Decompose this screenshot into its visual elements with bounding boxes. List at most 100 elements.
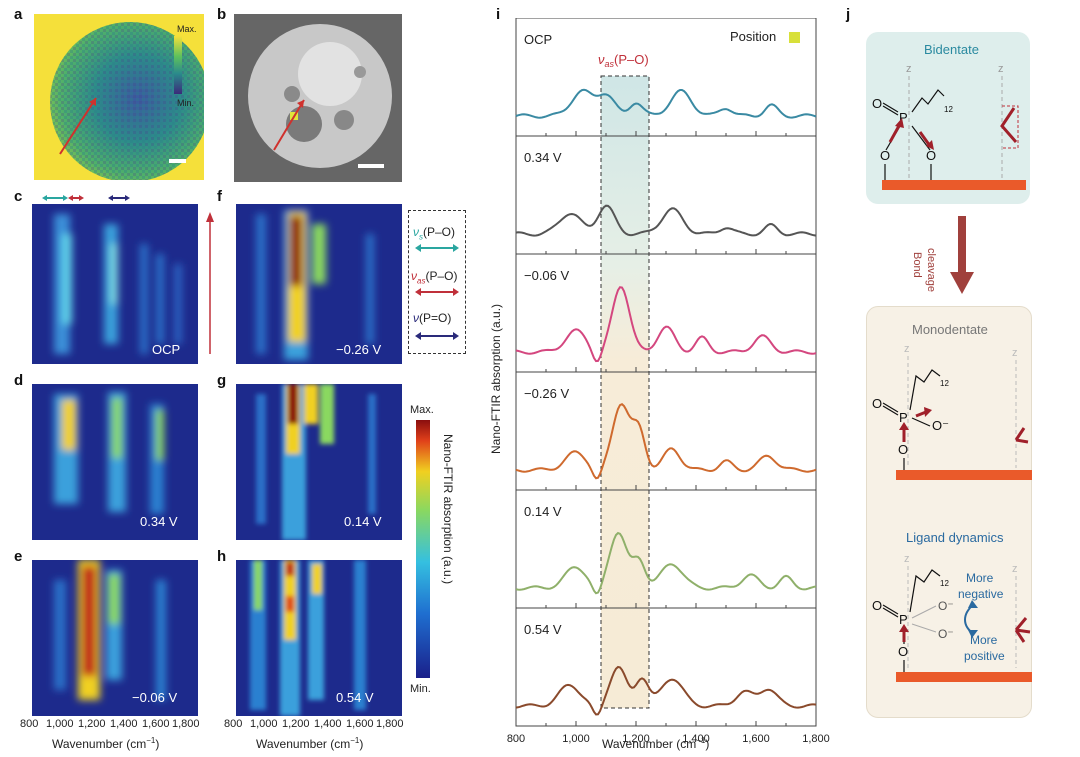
panel-letter-a: a bbox=[14, 6, 23, 23]
tick-800-left: 800 bbox=[20, 718, 39, 730]
panel-a-colorbar-min: Min. bbox=[177, 98, 194, 108]
heatmap-d: 0.34 V bbox=[32, 384, 198, 540]
bidentate-box bbox=[866, 32, 1030, 204]
panel-i-spectra: OCP 0.34 V −0.06 V −0.26 V 0.14 V 0.54 V Posi… bbox=[507, 18, 830, 745]
ominus-dyn-2: O⁻ bbox=[938, 627, 954, 641]
tick-1000-right: 1,000 bbox=[250, 718, 278, 730]
tick-1800-left: 1,800 bbox=[172, 718, 200, 730]
tick-1200-right: 1,200 bbox=[282, 718, 310, 730]
spectrum-label: 0.34 V bbox=[524, 150, 562, 165]
svg-text:z: z bbox=[1012, 563, 1018, 575]
spectrum-x-tick: 1,600 bbox=[742, 733, 770, 745]
tick-1000-left: 1,000 bbox=[46, 718, 74, 730]
svg-text:z: z bbox=[998, 63, 1004, 75]
spectrum-trace bbox=[515, 403, 817, 480]
scheme-drawing: Bidentate z z O P 12 O O Bond cleavage M… bbox=[872, 42, 1032, 682]
heatmap-e: −0.06 V bbox=[32, 560, 198, 716]
heatmap-c: OCP bbox=[32, 204, 198, 364]
highlight-region bbox=[600, 75, 650, 709]
position-legend-swatch bbox=[789, 32, 800, 43]
panel-c-top-arrows bbox=[42, 195, 130, 201]
svg-text:z: z bbox=[904, 343, 910, 355]
ligand-dynamics-title: Ligand dynamics bbox=[906, 530, 1004, 545]
panel-letter-g: g bbox=[217, 372, 227, 389]
svg-text:z: z bbox=[904, 553, 910, 565]
spectrum-label: −0.26 V bbox=[524, 386, 570, 401]
more-negative-2: negative bbox=[958, 587, 1004, 601]
spectra-frames bbox=[515, 18, 817, 727]
spectra-xlabel: Wavenumber (cm−1) bbox=[602, 736, 710, 751]
dynamics-arrow bbox=[964, 603, 975, 635]
heatmap-f: −0.26 V bbox=[236, 204, 402, 364]
panel-letter-i: i bbox=[496, 6, 501, 23]
svg-text:O: O bbox=[872, 598, 882, 613]
tick-1400-right: 1,400 bbox=[314, 718, 342, 730]
panel-letter-f: f bbox=[217, 188, 222, 205]
spectra-ylabel: Nano-FTIR absorption (a.u.) bbox=[489, 304, 503, 454]
panel-letter-d: d bbox=[14, 372, 24, 389]
main-colorbar: Max. Min. Nano-FTIR absorption (a.u.) bbox=[410, 404, 455, 695]
panel-letter-c: c bbox=[14, 188, 23, 205]
more-negative-1: More bbox=[966, 571, 994, 585]
bond-cleavage-arrow bbox=[958, 216, 966, 274]
monodentate-box bbox=[866, 306, 1032, 718]
panel-a-colorbar bbox=[174, 36, 182, 94]
spectrum-label: 0.54 V bbox=[524, 622, 562, 637]
tick-1800-right: 1,800 bbox=[376, 718, 404, 730]
spectra-trace-labels: OCP 0.34 V −0.06 V −0.26 V 0.14 V 0.54 V bbox=[524, 32, 570, 637]
time-arrow bbox=[206, 212, 214, 354]
heatmap-d-label: 0.34 V bbox=[140, 514, 178, 529]
dynamics-surface bbox=[896, 672, 1032, 682]
svg-text:12: 12 bbox=[944, 105, 953, 114]
svg-text:O: O bbox=[898, 644, 908, 659]
svg-text:P: P bbox=[899, 410, 908, 425]
tick-800-right: 800 bbox=[224, 718, 243, 730]
svg-text:O: O bbox=[872, 96, 882, 111]
legend-nu-s: νs(P–O) bbox=[413, 225, 456, 242]
legend-nu-po: ν(P=O) bbox=[413, 311, 452, 325]
svg-text:12: 12 bbox=[940, 579, 949, 588]
tick-1400-left: 1,400 bbox=[110, 718, 138, 730]
spectra-traces bbox=[515, 88, 817, 716]
heatmap-x-axis-left: 800 1,000 1,200 1,400 1,600 1,800 Wavenu… bbox=[20, 716, 214, 756]
svg-text:P: P bbox=[899, 612, 908, 627]
heatmap-xlabel-left: Wavenumber (cm−1) bbox=[52, 736, 160, 751]
spectrum-x-tick: 1,200 bbox=[622, 733, 650, 745]
bond-cleavage-label-2: cleavage bbox=[925, 248, 937, 292]
heatmap-h: 0.54 V bbox=[236, 560, 402, 716]
svg-text:O: O bbox=[880, 148, 890, 163]
panel-b-arrow bbox=[273, 99, 305, 151]
spectrum-label: OCP bbox=[524, 32, 552, 47]
svg-text:P: P bbox=[899, 110, 908, 125]
heatmap-x-axis-right: 800 1,000 1,200 1,400 1,600 1,800 Wavenu… bbox=[224, 716, 418, 756]
svg-text:12: 12 bbox=[940, 379, 949, 388]
main-colorbar-max: Max. bbox=[410, 404, 434, 416]
ominus-dyn-1: O⁻ bbox=[938, 599, 954, 613]
main-colorbar-min: Min. bbox=[410, 683, 431, 695]
spectrum-label: −0.06 V bbox=[524, 268, 570, 283]
spectra-x-ticks: 800 1,000 1,200 1,400 1,600 1,800 bbox=[507, 733, 830, 745]
ominus-mono: O⁻ bbox=[932, 418, 949, 433]
spectrum-trace bbox=[515, 88, 817, 119]
bond-cleavage-label-1: Bond bbox=[911, 252, 923, 278]
spectrum-x-tick: 1,800 bbox=[802, 733, 830, 745]
highlight-label: νas(P–O) bbox=[598, 52, 649, 69]
main-colorbar-title: Nano-FTIR absorption (a.u.) bbox=[441, 434, 455, 584]
legend-nu-as: νas(P–O) bbox=[411, 269, 458, 286]
spectrum-trace bbox=[515, 665, 817, 716]
legend-nu-as-arrow bbox=[415, 288, 459, 296]
vibration-legend-box: νs(P–O) νas(P–O) ν(P=O) bbox=[408, 210, 466, 354]
spectra-ylabel-wrap: Nano-FTIR absorption (a.u.) bbox=[486, 216, 506, 516]
svg-text:O: O bbox=[872, 396, 882, 411]
heatmap-xlabel-right: Wavenumber (cm−1) bbox=[256, 736, 364, 751]
svg-text:z: z bbox=[906, 63, 912, 75]
svg-text:O: O bbox=[898, 442, 908, 457]
bidentate-surface bbox=[882, 180, 1026, 190]
monodentate-surface bbox=[896, 470, 1032, 480]
spectrum-label: 0.14 V bbox=[524, 504, 562, 519]
panel-letter-h: h bbox=[217, 548, 227, 565]
panel-letter-b: b bbox=[217, 6, 227, 23]
position-legend-text: Position bbox=[730, 29, 776, 44]
panel-a-arrow bbox=[59, 97, 97, 155]
svg-text:O: O bbox=[926, 148, 936, 163]
